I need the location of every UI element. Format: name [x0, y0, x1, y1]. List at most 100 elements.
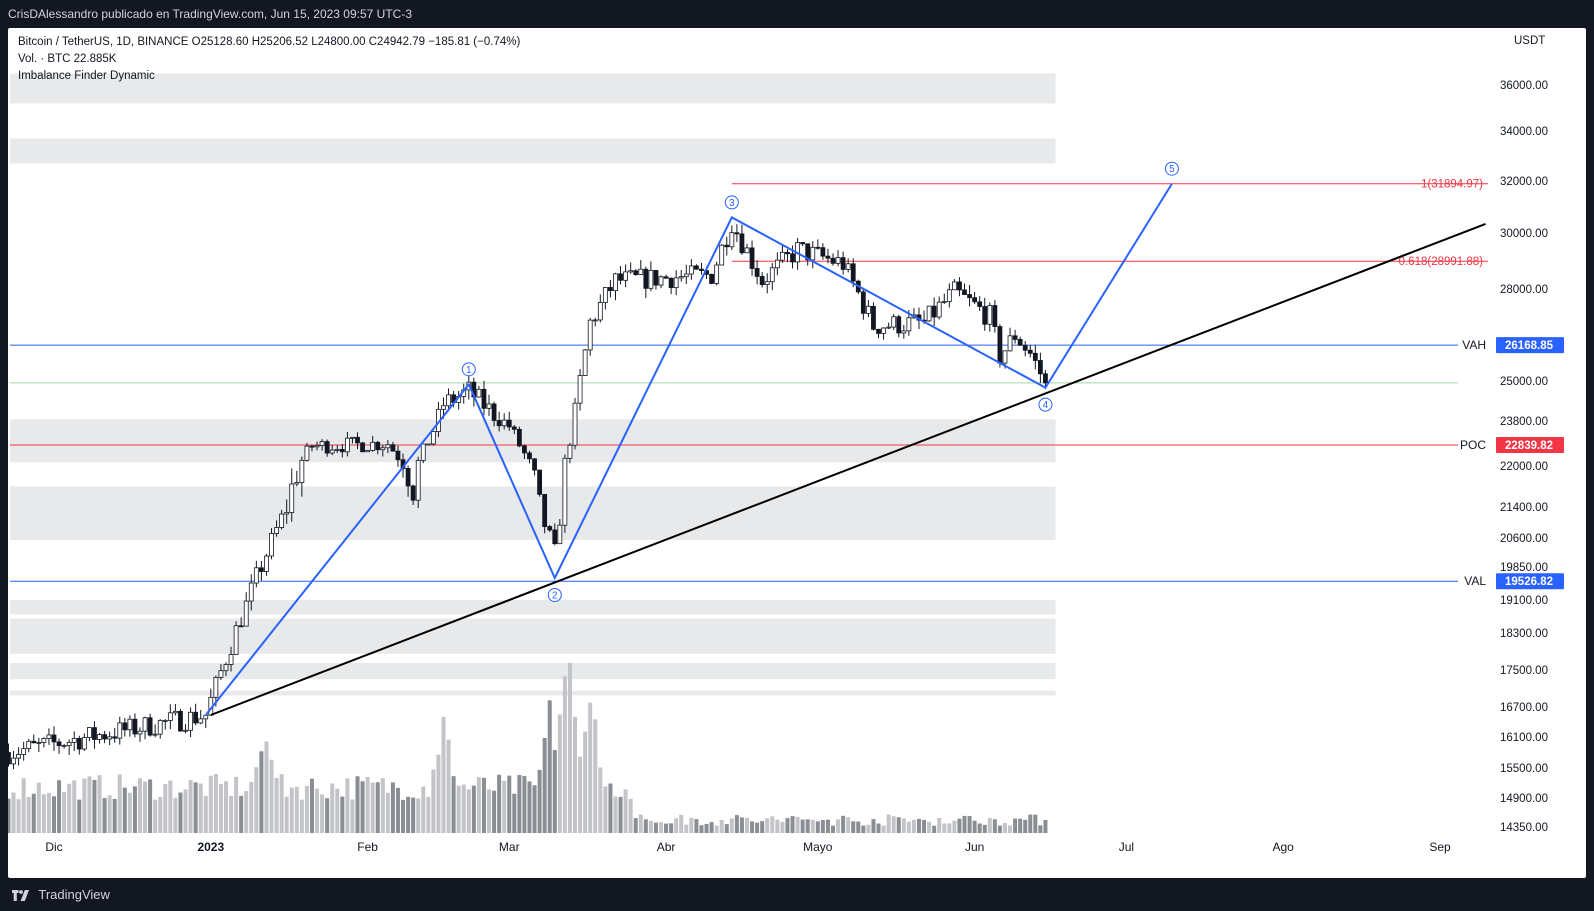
volume-bar — [466, 789, 471, 833]
candle-body — [577, 375, 583, 404]
volume-bar — [537, 769, 542, 833]
volume-bar — [664, 823, 669, 833]
imbalance-zone — [10, 419, 1056, 463]
candle-body — [16, 754, 21, 759]
candle-body — [1043, 373, 1048, 384]
price-chart[interactable]: VAH 26168.85 POC 22839.82 VAL 19526.82 1(31894… — [8, 28, 1586, 878]
volume-bar — [653, 822, 658, 833]
candle-body — [1032, 352, 1038, 361]
volume-bar — [785, 818, 790, 833]
candle-body — [486, 403, 492, 409]
volume-bar — [325, 798, 330, 833]
candle-body — [658, 276, 664, 286]
candle-body — [653, 270, 659, 286]
volume-bar — [588, 702, 593, 833]
candle-body — [982, 306, 988, 325]
volume-bar — [481, 777, 486, 833]
volume-bar — [593, 719, 598, 833]
candle-body — [537, 469, 543, 495]
price-tick-label: 15500.00 — [1500, 763, 1548, 775]
candle-body — [8, 752, 11, 765]
candle-body — [329, 449, 335, 454]
indicator-legend-line[interactable]: Imbalance Finder Dynamic — [18, 70, 155, 82]
volume-bar — [421, 786, 426, 833]
volume-bar — [320, 794, 325, 833]
symbol-ohlc-line[interactable]: Bitcoin / TetherUS, 1D, BINANCE O25128.6… — [18, 36, 521, 48]
imbalance-zone — [10, 618, 1056, 654]
volume-bar — [598, 767, 603, 833]
volume-bar — [375, 782, 380, 833]
volume-bar — [309, 778, 314, 833]
candle-body — [481, 388, 487, 409]
volume-bar — [507, 775, 512, 833]
volume-bar — [264, 741, 269, 833]
volume-bar — [492, 790, 497, 833]
time-tick-label: Jun — [965, 840, 984, 854]
volume-bar — [562, 676, 567, 833]
level-price-tag-text: 26168.85 — [1505, 340, 1554, 352]
candle-body — [557, 524, 563, 545]
candle-body — [304, 445, 310, 461]
candle-body — [395, 450, 401, 461]
drawings: 1 2 3 4 5 — [204, 161, 1486, 716]
chart-panel[interactable]: VAH 26168.85 POC 22839.82 VAL 19526.82 1(31894… — [8, 28, 1586, 878]
candle-body — [122, 722, 128, 731]
volume-bar — [608, 783, 613, 833]
volume-legend-line[interactable]: Vol. · BTC 22.885K — [18, 53, 117, 65]
volume-bar — [1018, 818, 1023, 833]
price-tick-label: 17500.00 — [1500, 665, 1548, 677]
candle-body — [375, 441, 381, 451]
candle-body — [198, 718, 204, 724]
volume-bar — [775, 819, 780, 833]
candle-body — [264, 555, 269, 572]
volume-bar — [148, 779, 153, 833]
volume-bar — [1033, 814, 1038, 833]
candle-body — [926, 305, 932, 322]
volume-bar — [183, 789, 188, 833]
candle-body — [253, 567, 259, 584]
time-tick-label: Mayo — [803, 840, 833, 854]
horizontal-levels: VAH 26168.85 POC 22839.82 VAL 19526.82 1(31894… — [10, 179, 1564, 590]
volume-bar — [896, 817, 901, 833]
volume-bar — [456, 785, 461, 833]
volume-bar — [72, 780, 77, 833]
volume-bar — [927, 821, 932, 833]
time-tick-label: 2023 — [197, 840, 224, 854]
candle-body — [1022, 344, 1028, 351]
volume-bar — [117, 774, 122, 833]
candle-body — [871, 305, 876, 330]
volume-bar — [229, 795, 234, 833]
candle-body — [344, 437, 350, 453]
volume-bar — [487, 789, 492, 833]
volume-bar — [289, 787, 294, 833]
imbalance-zones — [10, 73, 1056, 696]
candle-body — [608, 287, 613, 292]
volume-bar — [31, 793, 36, 833]
price-tick-label: 28000.00 — [1500, 284, 1548, 296]
volume-bar — [760, 821, 765, 833]
candle-body — [1037, 360, 1043, 375]
candle-body — [648, 270, 654, 289]
volume-bar — [947, 823, 952, 833]
candle-body — [951, 281, 957, 291]
candle-body — [587, 319, 593, 351]
candle-body — [390, 444, 396, 452]
candle-body — [506, 419, 512, 428]
candle-body — [967, 294, 972, 299]
candle-body — [314, 445, 320, 448]
candle-body — [946, 289, 952, 302]
candle-body — [683, 273, 689, 278]
time-tick-label: Ago — [1273, 840, 1295, 854]
candle-body — [36, 741, 42, 744]
price-tick-label: 21400.00 — [1500, 502, 1548, 514]
candle-body — [678, 276, 684, 279]
candle-body — [602, 287, 608, 303]
volume-bar — [1013, 818, 1018, 833]
candle-body — [906, 317, 912, 332]
candle-body — [355, 436, 360, 444]
candle-body — [1002, 350, 1008, 364]
volume-bar — [643, 819, 648, 833]
candle-body — [754, 268, 760, 277]
volume-bar — [153, 799, 158, 833]
candle-body — [491, 403, 497, 421]
